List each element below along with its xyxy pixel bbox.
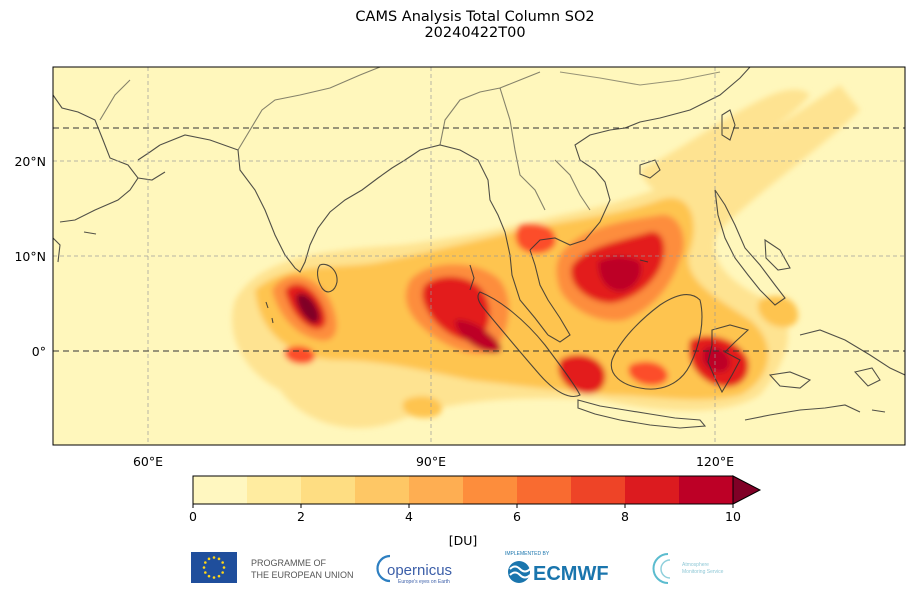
cams-arc-icon xyxy=(652,553,669,584)
so2-plumes xyxy=(232,85,860,429)
colorbar-frame xyxy=(192,475,734,505)
eu-star-icon xyxy=(221,571,224,574)
colorbar-segment xyxy=(193,476,248,504)
lat-tick-label: 20°N xyxy=(14,154,46,169)
colorbar-segment xyxy=(247,476,302,504)
colorbar-tick-label: 4 xyxy=(405,509,413,524)
colorbar-segment xyxy=(409,476,464,504)
lon-tick-label: 120°E xyxy=(696,454,734,469)
plume-north-tail xyxy=(640,89,810,194)
chart-title: CAMS Analysis Total Column SO2 xyxy=(355,9,595,25)
ecmwf-implemented-by: IMPLEMENTED BY xyxy=(505,551,550,557)
coast-indochina xyxy=(529,67,751,251)
eu-programme-line2: THE EUROPEAN UNION xyxy=(251,570,354,580)
eu-logo: PROGRAMME OF THE EUROPEAN UNION xyxy=(191,552,354,583)
copernicus-tagline: Europe's eyes on Earth xyxy=(398,579,450,585)
eu-star-icon xyxy=(202,566,206,569)
eu-star-icon xyxy=(212,556,216,559)
colorbar-tick-label: 2 xyxy=(297,509,305,524)
lat-tick-label: 0° xyxy=(32,344,46,359)
coast-sumatra xyxy=(477,291,581,397)
colorbar-extend-arrow xyxy=(732,475,762,505)
colorbar-segment xyxy=(679,476,734,504)
eu-star-icon xyxy=(204,571,207,574)
coast-arabia xyxy=(53,94,139,223)
eu-star-icon xyxy=(207,557,211,561)
coast-taiwan xyxy=(721,109,736,141)
chart-subtitle: 20240422T00 xyxy=(424,25,526,41)
colorbar-tick-label: 0 xyxy=(189,509,197,524)
eu-star-icon xyxy=(207,574,211,578)
coast-india xyxy=(159,134,406,273)
eu-star-icon xyxy=(204,561,207,564)
colorbar-ticks: 0 2 4 6 8 10 xyxy=(189,504,741,524)
colorbar-tick-label: 10 xyxy=(725,509,741,524)
coast-new-guinea xyxy=(799,329,905,376)
cams-text-line2: Monitoring Service xyxy=(682,569,724,575)
colorbar-segment xyxy=(571,476,626,504)
coast-philippines xyxy=(714,189,786,306)
copernicus-c-icon xyxy=(376,554,391,583)
map-frame xyxy=(52,66,906,446)
gridlines xyxy=(53,67,905,445)
lat-tick-label: 10°N xyxy=(14,249,46,264)
coast-sulawesi xyxy=(707,324,750,394)
ecmwf-wordmark: ECMWF xyxy=(533,563,609,585)
lon-tick-label: 90°E xyxy=(416,454,446,469)
copernicus-logo: opernicus Europe's eyes on Earth xyxy=(376,554,452,585)
eu-star-icon xyxy=(221,561,224,564)
coast-sri-lanka xyxy=(317,263,338,293)
lon-tick-label: 60°E xyxy=(133,454,163,469)
copernicus-wordmark: opernicus xyxy=(387,562,452,579)
colorbar-segment xyxy=(301,476,356,504)
colorbar-tick-label: 8 xyxy=(621,509,629,524)
eu-star-icon xyxy=(212,576,216,579)
eu-star-icon xyxy=(222,566,226,569)
eu-star-icon xyxy=(217,574,221,578)
cams-text-line1: Atmosphere xyxy=(682,562,709,568)
colorbar-segment xyxy=(463,476,518,504)
coast-borneo xyxy=(610,294,703,390)
cams-logo: Atmosphere Monitoring Service xyxy=(652,553,724,584)
colorbar xyxy=(193,476,734,504)
colorbar-segment xyxy=(517,476,572,504)
colorbar-segment xyxy=(625,476,680,504)
coastlines xyxy=(53,67,905,429)
colorbar-tick-label: 6 xyxy=(513,509,521,524)
coast-myanmar xyxy=(404,144,549,336)
coast-java xyxy=(577,399,707,429)
colorbar-segment xyxy=(355,476,410,504)
ecmwf-logo: IMPLEMENTED BY ECMWF xyxy=(505,551,609,585)
eu-star-icon xyxy=(217,557,221,561)
colorbar-unit-label: [DU] xyxy=(449,533,478,548)
eu-programme-line1: PROGRAMME OF xyxy=(251,558,327,568)
plume-java xyxy=(558,354,606,394)
